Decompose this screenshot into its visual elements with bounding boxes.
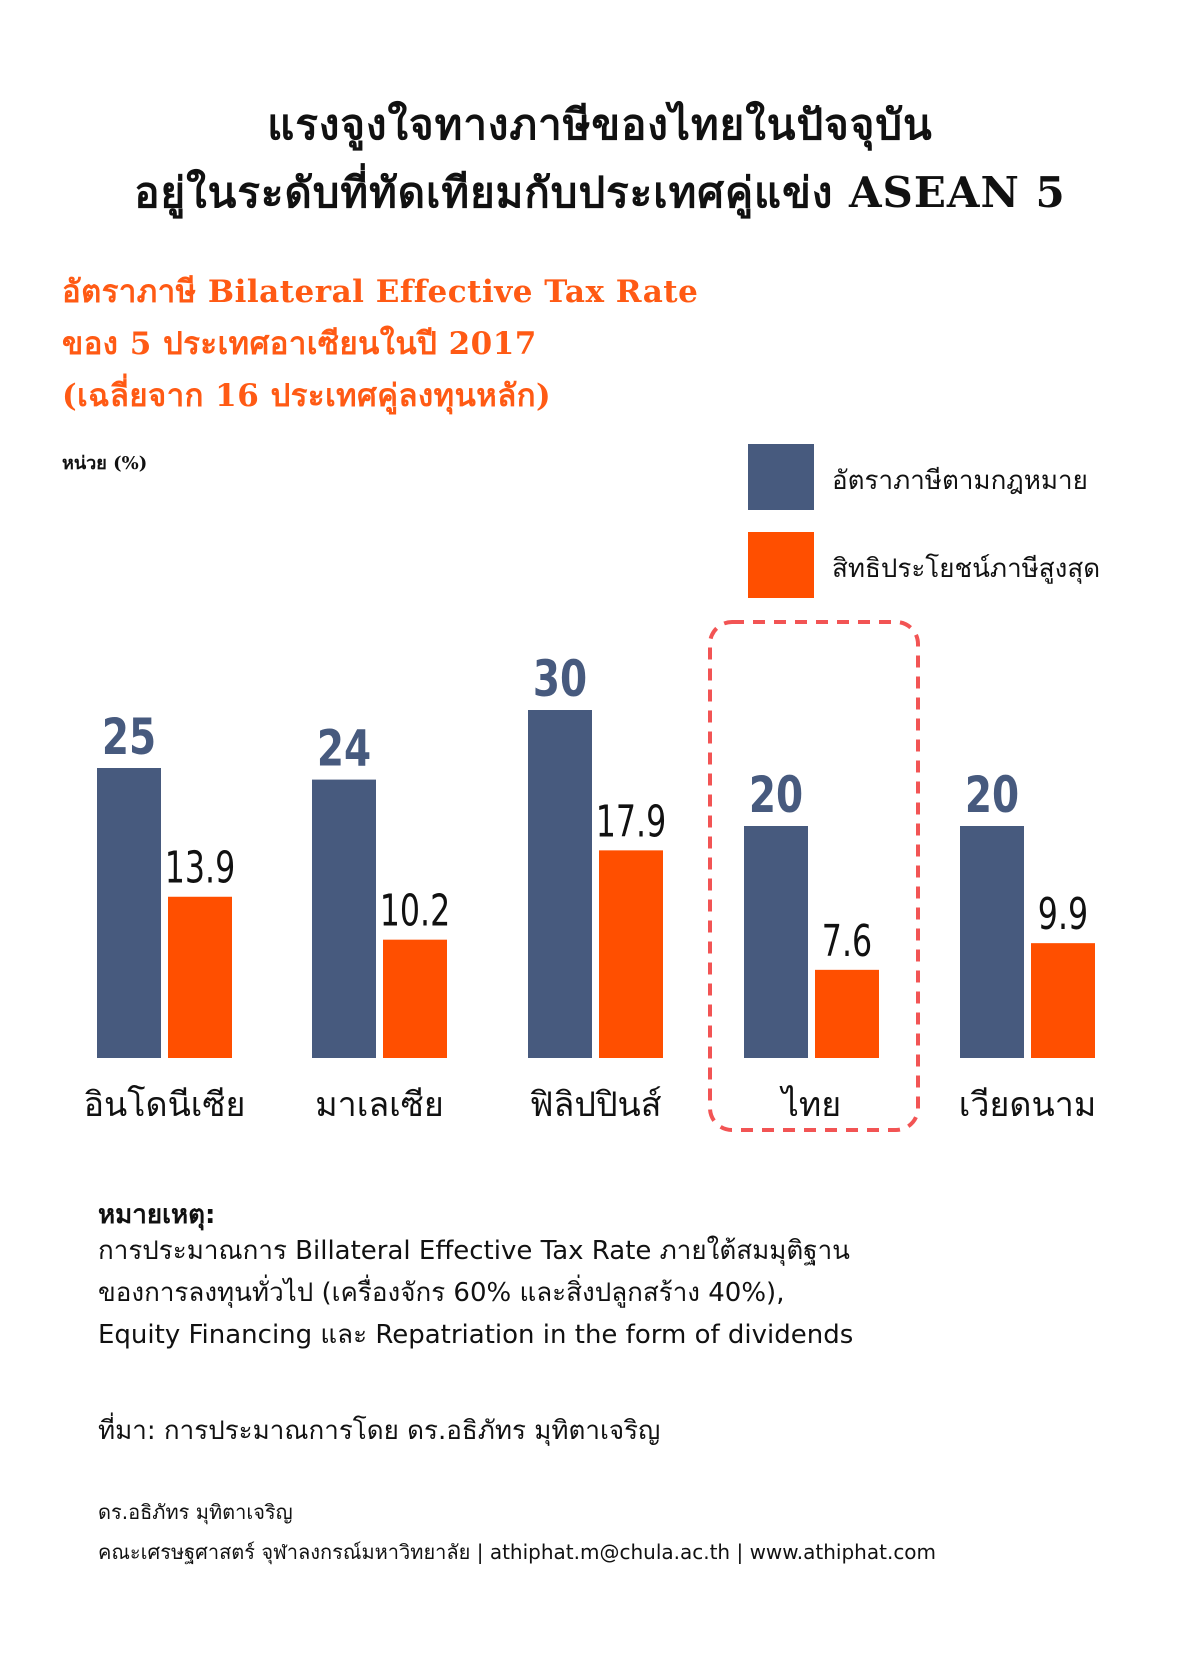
highlight-box-thailand [708, 620, 920, 1132]
bar-statutory-1 [312, 779, 376, 1058]
note-line-3: Equity Financing และ Repatriation in the… [98, 1320, 854, 1350]
data-label-statutory-1: 24 [317, 719, 371, 778]
data-label-statutory-0: 25 [102, 707, 156, 766]
footer-author: ดร.อธิภัทร มุทิตาเจริญ [98, 1500, 293, 1524]
bar-statutory-3 [744, 826, 808, 1058]
data-label-max-incentive-4: 9.9 [1038, 889, 1088, 941]
note-line-1: การประมาณการ Billateral Effective Tax Ra… [98, 1236, 850, 1266]
bar-chart: 25 13.9 อินโดนีเซีย 24 10.2 มาเลเซีย 30 17.9 ฟิล… [84, 620, 1096, 1132]
legend-swatch-max-incentive [748, 532, 814, 598]
page-title-line-1: แรงจูงใจทางภาษีของไทยในปัจจุบัน [267, 100, 933, 149]
chart-subtitle-line-2: ของ 5 ประเทศอาเซียนในปี 2017 [62, 326, 537, 362]
bar-statutory-0 [97, 768, 161, 1058]
bar-max-incentive-0 [168, 896, 232, 1058]
chart-subtitle-line-1: อัตราภาษี Bilateral Effective Tax Rate [62, 274, 699, 310]
category-label-1: มาเลเซีย [315, 1085, 444, 1125]
data-label-max-incentive-0: 13.9 [165, 843, 236, 895]
bar-statutory-4 [960, 826, 1024, 1058]
bar-max-incentive-3 [815, 969, 879, 1058]
category-label-3: ไทย [779, 1085, 841, 1125]
data-label-statutory-2: 30 [533, 649, 587, 708]
bar-max-incentive-1 [383, 939, 447, 1058]
legend-label-statutory: อัตราภาษีตามกฎหมาย [832, 466, 1088, 496]
page-title-line-2: อยู่ในระดับที่ทัดเทียมกับประเทศคู่แข่ง A… [134, 168, 1066, 217]
chart-subtitle-line-3: (เฉลี่ยจาก 16 ประเทศคู่ลงทุนหลัก) [62, 378, 552, 414]
bar-statutory-2 [528, 710, 592, 1058]
y-axis-unit-label: หน่วย (%) [62, 453, 148, 474]
legend-swatch-statutory [748, 444, 814, 510]
legend-label-max-incentive: สิทธิประโยชน์ภาษีสูงสุด [832, 554, 1101, 584]
data-label-max-incentive-3: 7.6 [822, 916, 872, 968]
category-label-4: เวียดนาม [959, 1085, 1096, 1125]
category-label-2: ฟิลิปปินส์ [529, 1085, 661, 1125]
notes-heading: หมายเหตุ: [98, 1200, 216, 1230]
data-label-max-incentive-2: 17.9 [596, 796, 667, 848]
category-label-0: อินโดนีเซีย [84, 1085, 246, 1125]
footer-affiliation: คณะเศรษฐศาสตร์ จุฬาลงกรณ์มหาวิทยาลัย | a… [98, 1540, 937, 1564]
data-label-max-incentive-1: 10.2 [380, 886, 451, 938]
data-label-statutory-3: 20 [749, 765, 803, 824]
note-line-2: ของการลงทุนทั่วไป (เครื่องจักร 60% และสิ… [98, 1278, 785, 1308]
bar-max-incentive-4 [1031, 943, 1095, 1058]
data-label-statutory-4: 20 [965, 765, 1019, 824]
source-line: ที่มา: การประมาณการโดย ดร.อธิภัทร มุทิตา… [98, 1416, 661, 1446]
bar-max-incentive-2 [599, 850, 663, 1058]
